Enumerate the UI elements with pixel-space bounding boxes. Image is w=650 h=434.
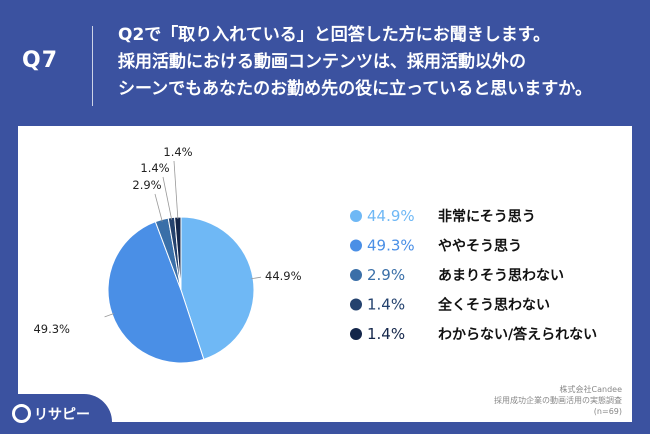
legend-marker-3 [350,269,362,281]
legend-label-1: 非常にそう思う [438,208,536,225]
legend-marker-5 [350,328,362,340]
pie-value-label-3: 2.9% [132,178,161,192]
question-text: Q2で「取り入れている」と回答した方にお聞きします。 採用活動における動画コンテ… [118,22,638,103]
question-line-3: シーンでもあなたのお勤め先の役に立っていると思いますか。 [118,79,592,99]
question-line-1: Q2で「取り入れている」と回答した方にお聞きします。 [118,25,551,45]
leader-line-3 [154,193,163,222]
source-note: 株式会社Candee 採用成功企業の動画活用の実態調査 (n=69) [494,384,622,417]
legend-value-1: 44.9% [367,207,415,225]
header-banner: Q7 Q2で「取り入れている」と回答した方にお聞きします。 採用活動における動画… [0,0,650,120]
legend-value-5: 1.4% [367,325,405,343]
leader-line-5 [173,160,179,220]
header-divider [92,26,93,106]
chart-card: 44.9% 49.3% 2.9% 1.4% 1.4% 44.9% 非常にそう思う 49.3% や… [18,126,632,422]
legend-marker-2 [350,239,362,252]
leader-line-2 [104,313,115,318]
pie-value-label-2: 49.3% [33,322,70,336]
question-number: Q7 [22,48,59,73]
logo-text: リサピー [34,407,90,423]
pie-value-label-1: 44.9% [265,269,302,283]
pie-value-label-4: 1.4% [140,161,169,175]
source-company: 株式会社Candee [559,385,622,394]
question-line-2: 採用活動における動画コンテンツは、採用活動以外の [118,52,526,72]
legend-label-5: わからない/答えられない [438,326,597,343]
legend-value-2: 49.3% [367,237,415,255]
source-survey: 採用成功企業の動画活用の実態調査 [494,396,622,405]
leader-line-1 [251,276,262,280]
legend-value-3: 2.9% [367,266,405,284]
source-sample-size: (n=69) [593,407,622,416]
risapy-logo-icon [12,404,31,423]
legend-marker-4 [350,298,362,311]
legend-label-3: あまりそう思わない [438,268,564,284]
pie-value-label-5: 1.4% [163,145,192,159]
leader-line-4 [162,176,173,220]
pie-chart: 44.9% 49.3% 2.9% 1.4% 1.4% 44.9% 非常にそう思う 49.3% や… [33,145,597,364]
legend-value-4: 1.4% [367,296,405,314]
legend-label-2: ややそう思う [438,239,522,255]
brand-logo: リサピー [0,394,112,434]
legend-label-4: 全くそう思わない [437,297,550,314]
legend-marker-1 [350,210,362,222]
